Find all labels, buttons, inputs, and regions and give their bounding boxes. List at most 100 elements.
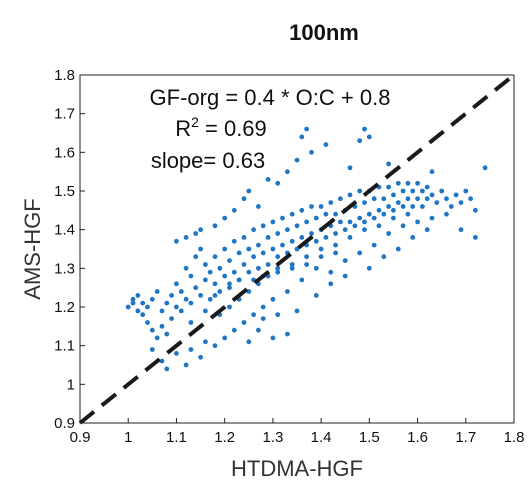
data-point: [333, 250, 338, 256]
data-point: [424, 227, 430, 233]
r2-value: = 0.69: [199, 116, 267, 141]
data-point: [188, 347, 194, 352]
data-point: [473, 207, 478, 213]
data-point: [304, 126, 309, 132]
data-point: [275, 312, 281, 318]
data-point: [366, 211, 372, 217]
data-point: [260, 316, 266, 321]
data-point: [415, 180, 420, 186]
data-point: [424, 184, 430, 190]
data-point: [193, 254, 199, 260]
data-point: [174, 304, 179, 310]
data-point: [265, 235, 271, 240]
data-point: [333, 231, 338, 236]
data-point: [140, 300, 146, 306]
data-point: [207, 296, 213, 302]
data-point: [366, 134, 372, 140]
data-point: [410, 235, 416, 240]
data-point: [217, 289, 223, 294]
r-squared-annotation: R2 = 0.69: [175, 114, 267, 141]
data-point: [275, 180, 281, 186]
data-point: [439, 188, 445, 194]
data-point: [386, 231, 391, 236]
data-point: [347, 235, 353, 240]
data-point: [285, 227, 290, 233]
data-point: [183, 265, 189, 271]
data-point: [376, 223, 382, 229]
data-point: [159, 358, 165, 364]
data-point: [304, 262, 309, 267]
data-point: [381, 254, 387, 260]
data-point: [154, 335, 160, 341]
data-point: [371, 242, 377, 248]
data-point: [299, 235, 305, 240]
data-point: [410, 204, 416, 209]
data-point: [203, 262, 208, 267]
data-point: [328, 281, 334, 287]
data-point: [260, 304, 266, 310]
data-point: [458, 200, 464, 206]
y-tick-label: 1.2: [54, 299, 75, 316]
data-point: [241, 262, 247, 267]
scatter-points: [125, 126, 488, 372]
y-axis: 0.9 1 1.1 1.2 1.3 1.4 1.5 1.6 1.7 1.8: [54, 67, 85, 432]
data-point: [246, 339, 252, 345]
data-point: [448, 204, 454, 209]
data-point: [323, 235, 329, 240]
y-tick-label: 1.4: [54, 222, 75, 239]
x-tick-label: 1.3: [262, 429, 283, 446]
data-point: [294, 157, 300, 163]
y-tick-label: 0.9: [54, 415, 75, 432]
data-point: [130, 300, 136, 306]
data-point: [420, 204, 425, 209]
y-axis-label: AMS-HGF: [20, 198, 45, 299]
data-point: [256, 204, 261, 209]
data-point: [178, 289, 184, 294]
data-point: [400, 188, 406, 194]
data-point: [227, 258, 232, 263]
data-point: [164, 300, 170, 306]
equation-annotation: GF-org = 0.4 * O:C + 0.8: [150, 85, 391, 110]
data-point: [285, 169, 290, 175]
data-point: [444, 211, 449, 217]
data-point: [260, 223, 266, 229]
data-point: [154, 289, 160, 294]
data-point: [299, 277, 305, 283]
data-point: [313, 215, 319, 221]
data-point: [227, 304, 232, 310]
data-point: [251, 254, 256, 260]
x-axis: 0.9 1 1.1 1.2 1.3 1.4 1.5 1.6 1.7 1.8: [70, 418, 525, 446]
data-point: [415, 219, 420, 225]
reference-line: [78, 73, 516, 425]
data-point: [164, 366, 170, 372]
data-point: [256, 265, 261, 271]
data-point: [246, 188, 252, 194]
data-point: [130, 296, 136, 302]
data-point: [275, 269, 281, 275]
data-point: [328, 269, 334, 275]
data-point: [323, 211, 329, 217]
data-point: [241, 235, 247, 240]
data-point: [231, 207, 237, 213]
data-point: [424, 196, 430, 202]
x-tick-label: 0.9: [70, 429, 91, 446]
data-point: [289, 265, 295, 271]
slope-annotation: slope= 0.63: [151, 148, 265, 173]
data-point: [304, 219, 309, 225]
data-point: [381, 196, 387, 202]
x-tick-label: 1.1: [166, 429, 187, 446]
y-tick-label: 1.5: [54, 183, 75, 200]
data-point: [458, 227, 464, 233]
data-point: [294, 246, 300, 252]
x-tick-label: 1.8: [504, 429, 525, 446]
data-point: [149, 327, 155, 333]
data-point: [260, 250, 266, 256]
data-point: [227, 285, 232, 291]
data-point: [275, 231, 281, 236]
data-point: [304, 254, 309, 260]
data-point: [231, 238, 237, 244]
y-tick-label: 1.3: [54, 260, 75, 277]
data-point: [212, 223, 218, 229]
data-point: [415, 196, 420, 202]
data-point: [188, 273, 194, 279]
